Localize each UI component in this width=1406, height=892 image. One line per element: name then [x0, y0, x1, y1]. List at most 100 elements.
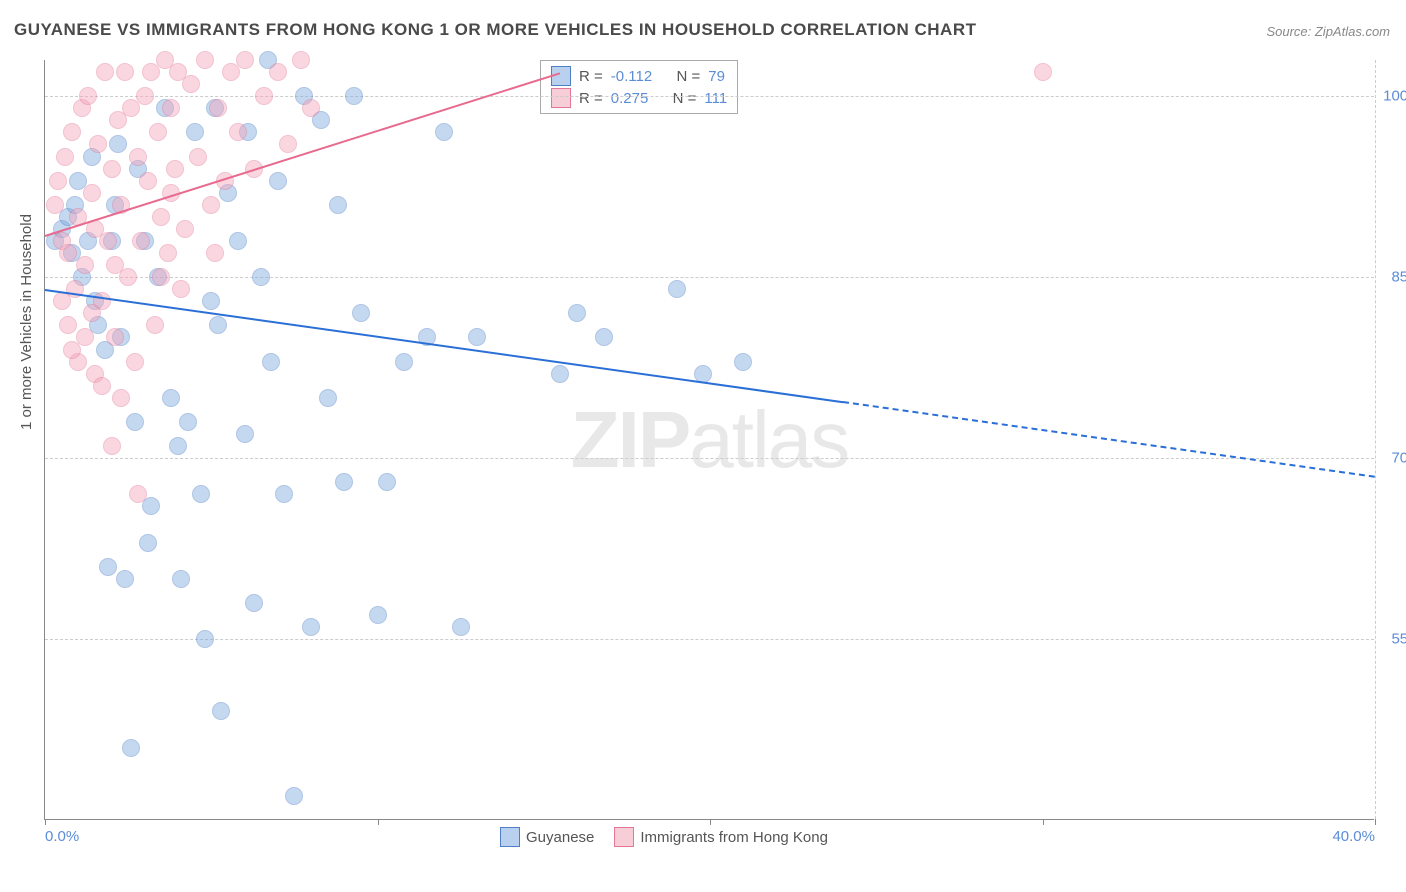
scatter-point-hongkong: [302, 99, 320, 117]
gridline-h: [45, 458, 1374, 459]
x-tick-mark: [1043, 819, 1044, 825]
scatter-point-hongkong: [93, 377, 111, 395]
stats-n-value: 79: [708, 68, 725, 85]
x-tick-label: 40.0%: [1332, 828, 1375, 845]
trend-line: [45, 289, 843, 403]
legend-label: Guyanese: [526, 829, 594, 846]
scatter-point-hongkong: [236, 51, 254, 69]
scatter-point-hongkong: [106, 328, 124, 346]
scatter-point-hongkong: [119, 268, 137, 286]
scatter-point-hongkong: [59, 244, 77, 262]
scatter-point-hongkong: [162, 99, 180, 117]
stats-row: R =-0.112 N =79: [551, 65, 727, 87]
scatter-point-hongkong: [46, 196, 64, 214]
scatter-point-guyanese: [369, 606, 387, 624]
scatter-point-guyanese: [236, 425, 254, 443]
scatter-point-guyanese: [734, 353, 752, 371]
scatter-point-guyanese: [262, 353, 280, 371]
scatter-point-guyanese: [116, 570, 134, 588]
scatter-point-hongkong: [96, 63, 114, 81]
scatter-point-hongkong: [176, 220, 194, 238]
scatter-point-hongkong: [1034, 63, 1052, 81]
watermark-light: atlas: [689, 395, 848, 484]
scatter-point-hongkong: [279, 135, 297, 153]
scatter-point-guyanese: [169, 437, 187, 455]
scatter-point-hongkong: [132, 232, 150, 250]
stats-n-label: N =: [673, 90, 697, 107]
scatter-point-guyanese: [122, 739, 140, 757]
scatter-point-guyanese: [335, 473, 353, 491]
scatter-point-guyanese: [252, 268, 270, 286]
scatter-point-hongkong: [83, 304, 101, 322]
scatter-point-hongkong: [126, 353, 144, 371]
scatter-point-hongkong: [149, 123, 167, 141]
scatter-point-hongkong: [56, 148, 74, 166]
scatter-point-hongkong: [116, 63, 134, 81]
legend-label: Immigrants from Hong Kong: [640, 829, 828, 846]
x-tick-mark: [45, 819, 46, 825]
scatter-point-guyanese: [468, 328, 486, 346]
scatter-point-guyanese: [179, 413, 197, 431]
scatter-point-hongkong: [99, 232, 117, 250]
scatter-point-hongkong: [269, 63, 287, 81]
stats-r-label: R =: [579, 68, 603, 85]
stats-r-label: R =: [579, 90, 603, 107]
chart-plot-area: ZIPatlas R =-0.112 N =79R =0.275 N =111 …: [44, 60, 1374, 820]
scatter-point-guyanese: [196, 630, 214, 648]
legend-swatch: [614, 827, 634, 847]
scatter-point-hongkong: [129, 148, 147, 166]
gridline-h: [45, 639, 1374, 640]
scatter-point-guyanese: [275, 485, 293, 503]
y-tick-label: 100.0%: [1379, 88, 1406, 105]
scatter-point-guyanese: [378, 473, 396, 491]
scatter-point-hongkong: [76, 256, 94, 274]
trend-line: [843, 401, 1375, 478]
watermark: ZIPatlas: [571, 394, 848, 486]
legend: Guyanese Immigrants from Hong Kong: [500, 827, 828, 847]
scatter-point-guyanese: [202, 292, 220, 310]
scatter-point-guyanese: [352, 304, 370, 322]
scatter-point-hongkong: [166, 160, 184, 178]
scatter-point-hongkong: [209, 99, 227, 117]
scatter-point-hongkong: [83, 184, 101, 202]
scatter-point-guyanese: [142, 497, 160, 515]
scatter-point-hongkong: [159, 244, 177, 262]
stats-row: R =0.275 N =111: [551, 87, 727, 109]
scatter-point-guyanese: [668, 280, 686, 298]
scatter-point-hongkong: [202, 196, 220, 214]
scatter-point-guyanese: [192, 485, 210, 503]
scatter-point-hongkong: [229, 123, 247, 141]
scatter-point-guyanese: [551, 365, 569, 383]
gridline-h: [45, 277, 1374, 278]
scatter-point-guyanese: [172, 570, 190, 588]
scatter-point-hongkong: [292, 51, 310, 69]
stats-r-value: 0.275: [611, 90, 649, 107]
scatter-point-guyanese: [126, 413, 144, 431]
scatter-point-guyanese: [395, 353, 413, 371]
scatter-point-hongkong: [172, 280, 190, 298]
scatter-point-hongkong: [53, 292, 71, 310]
x-tick-label: 0.0%: [45, 828, 79, 845]
scatter-point-guyanese: [345, 87, 363, 105]
stats-r-value: -0.112: [611, 68, 652, 85]
scatter-point-hongkong: [146, 316, 164, 334]
legend-swatch: [551, 88, 571, 108]
scatter-point-hongkong: [129, 485, 147, 503]
scatter-point-guyanese: [568, 304, 586, 322]
scatter-point-hongkong: [59, 316, 77, 334]
scatter-point-guyanese: [319, 389, 337, 407]
scatter-point-guyanese: [302, 618, 320, 636]
stats-box: R =-0.112 N =79R =0.275 N =111: [540, 60, 738, 114]
scatter-point-guyanese: [212, 702, 230, 720]
gridline-h: [45, 96, 1374, 97]
y-tick-label: 55.0%: [1379, 631, 1406, 648]
scatter-point-guyanese: [109, 135, 127, 153]
gridline-v: [1375, 60, 1376, 819]
scatter-point-guyanese: [245, 594, 263, 612]
scatter-point-hongkong: [63, 341, 81, 359]
scatter-point-guyanese: [595, 328, 613, 346]
scatter-point-hongkong: [152, 268, 170, 286]
scatter-point-guyanese: [139, 534, 157, 552]
y-axis-title: 1 or more Vehicles in Household: [18, 214, 35, 430]
scatter-point-hongkong: [63, 123, 81, 141]
